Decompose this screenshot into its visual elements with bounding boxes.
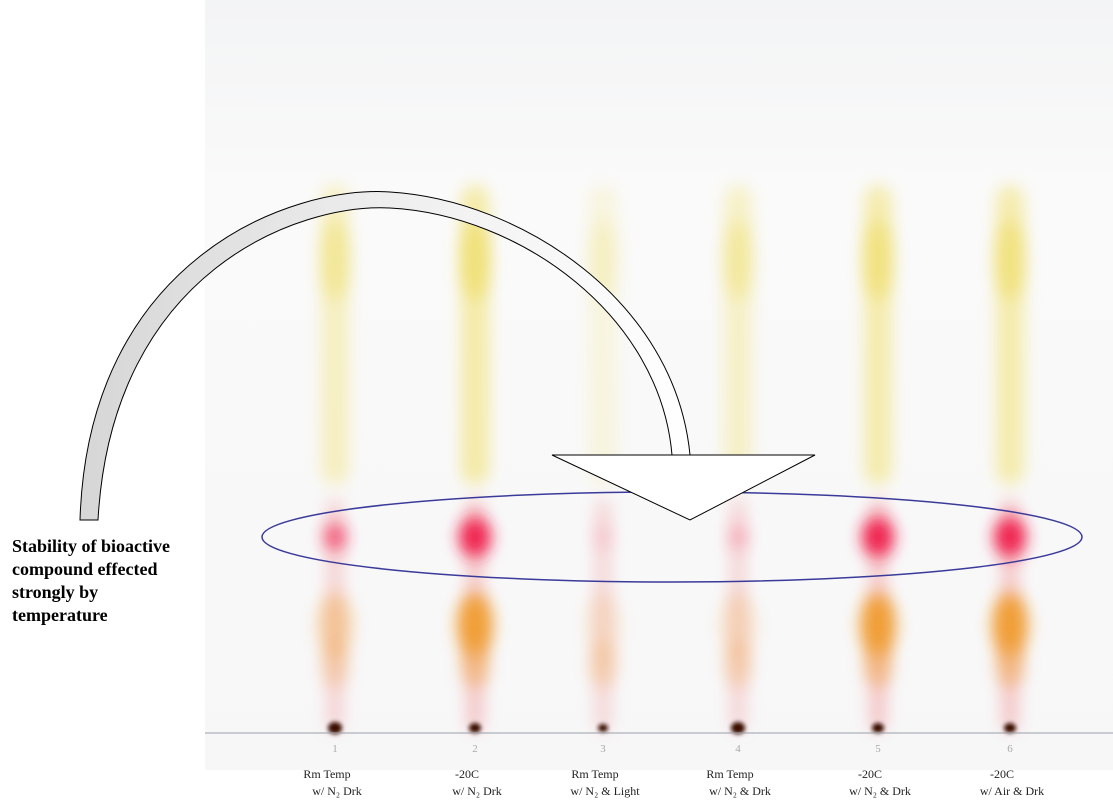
origin-dot [469,723,481,733]
lane-number: 3 [600,743,606,755]
lane-number: 2 [472,743,478,755]
yellow-spot [996,220,1024,300]
orange-spot [457,593,493,657]
annotation-line: Stability of bioactive [12,536,170,556]
orange-spot [860,593,896,657]
lane-number: 6 [1007,743,1013,755]
lane-label: w/ N₂ & Drk [849,784,911,798]
orange-spot [720,593,756,657]
yellow-spot [321,220,349,300]
origin-dot [598,724,608,732]
yellow-spot [724,220,752,300]
red-spot [994,517,1026,557]
yellow-spot [461,220,489,300]
lane-label: -20C [990,767,1014,781]
lane-label: -20C [455,767,479,781]
lane-label: w/ N₂ & Drk [709,784,771,798]
lane-label: w/ N₂ Drk [452,784,502,798]
lane-label: Rm Temp [571,767,618,781]
red-spot [728,525,748,549]
lane-number: 5 [875,743,881,755]
annotation: Stability of bioactive compound effected s… [12,536,170,625]
origin-dot [872,723,884,733]
red-spot [459,517,491,557]
red-spot [323,523,347,551]
annotation-line: strongly by [12,582,98,602]
orange-low [864,643,892,687]
orange-low [461,643,489,687]
origin-dot [328,722,342,734]
spots [317,185,1028,734]
lane-label: Rm Temp [706,767,753,781]
origin-dot [731,722,745,734]
lane-label: w/ Air & Drk [980,784,1044,798]
origin-dot [1004,723,1016,733]
lane-label: w/ N₂ Drk [312,784,362,798]
red-spot [862,517,894,557]
orange-low [589,643,617,687]
orange-spot [585,593,621,657]
annotation-line: temperature [12,605,108,625]
lane-label: Rm Temp [303,767,350,781]
orange-low [724,643,752,687]
lane-label: w/ N₂ & Light [570,784,640,798]
annotation-line: compound effected [12,559,157,579]
arrow-head [551,454,816,521]
orange-low [996,643,1024,687]
lane-number: 1 [332,743,338,755]
yellow-spot [864,220,892,300]
orange-spot [317,593,353,657]
orange-spot [992,593,1028,657]
red-spot [593,525,613,549]
lane-number: 4 [735,743,741,755]
lane-label: -20C [858,767,882,781]
lane-labels: 1 Rm Temp w/ N₂ Drk 2 -20C w/ N₂ Drk 3 Rm Temp w… [303,743,1044,798]
orange-low [321,643,349,687]
